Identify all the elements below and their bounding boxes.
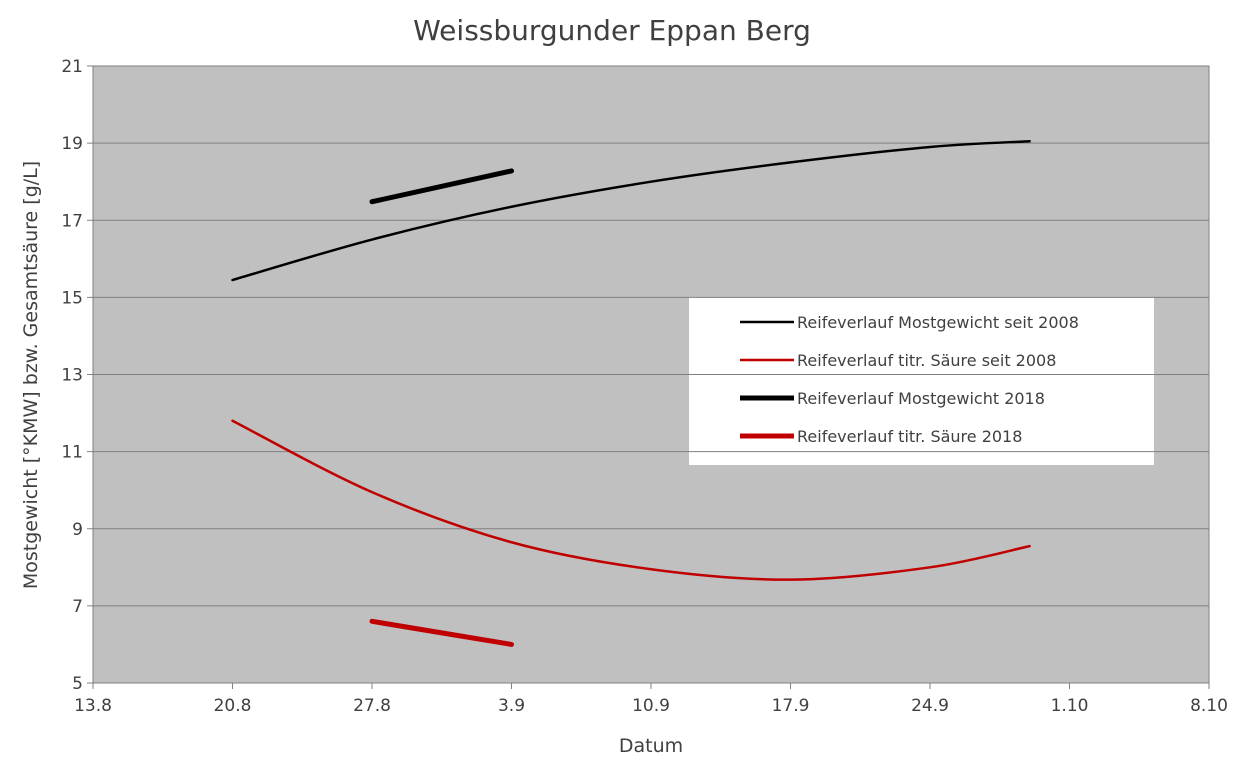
y-tick-label: 13 <box>61 366 83 386</box>
legend-label: Reifeverlauf Mostgewicht seit 2008 <box>797 313 1079 332</box>
legend-label: Reifeverlauf titr. Säure seit 2008 <box>797 351 1056 370</box>
y-tick-label: 7 <box>72 597 83 617</box>
x-tick-label: 10.9 <box>632 696 670 716</box>
x-tick-label: 20.8 <box>214 696 252 716</box>
y-tick-label: 15 <box>61 288 83 308</box>
y-tick-label: 17 <box>61 211 83 231</box>
x-tick-label: 8.10 <box>1190 696 1228 716</box>
x-axis-label: Datum <box>619 735 683 757</box>
x-tick-label: 24.9 <box>911 696 949 716</box>
y-tick-label: 9 <box>72 520 83 540</box>
y-tick-label: 19 <box>61 134 83 154</box>
y-tick-label: 21 <box>61 57 83 77</box>
legend-label: Reifeverlauf titr. Säure 2018 <box>797 427 1022 446</box>
y-tick-label: 11 <box>61 443 83 463</box>
x-tick-label: 17.9 <box>772 696 810 716</box>
series-line <box>369 618 514 647</box>
chart-title: Weissburgunder Eppan Berg <box>413 14 811 47</box>
x-tick-label: 1.10 <box>1051 696 1089 716</box>
x-tick-label: 13.8 <box>74 696 112 716</box>
series-line <box>231 419 1031 581</box>
y-tick-label: 5 <box>72 674 83 694</box>
legend-label: Reifeverlauf Mostgewicht 2018 <box>797 389 1045 408</box>
y-axis-label: Mostgewicht [°KMW] bzw. Gesamtsäure [g/L… <box>20 161 42 589</box>
x-tick-label: 27.8 <box>353 696 391 716</box>
x-tick-label: 3.9 <box>498 696 525 716</box>
series-line <box>231 139 1031 282</box>
series-line <box>369 168 514 205</box>
